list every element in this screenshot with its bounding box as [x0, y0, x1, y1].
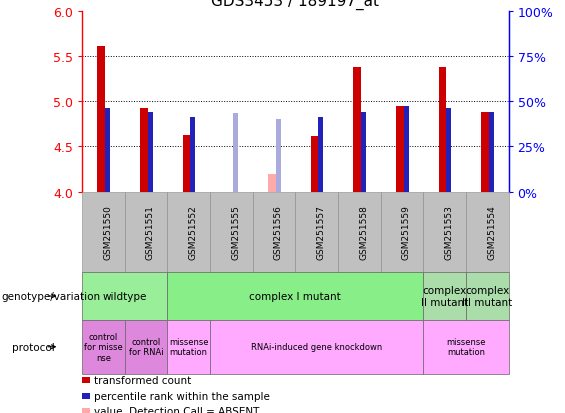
Text: RNAi-induced gene knockdown: RNAi-induced gene knockdown — [251, 342, 382, 351]
Text: control
for misse
nse: control for misse nse — [84, 332, 123, 362]
Text: complex
II mutant: complex II mutant — [421, 285, 468, 307]
Text: GSM251556: GSM251556 — [274, 205, 283, 260]
Bar — [105, 109, 110, 192]
Bar — [353, 68, 361, 192]
Text: GSM251559: GSM251559 — [402, 205, 411, 260]
Text: transformed count: transformed count — [94, 375, 192, 385]
Bar — [268, 175, 276, 192]
Text: GSM251550: GSM251550 — [103, 205, 112, 260]
Text: GSM251557: GSM251557 — [316, 205, 325, 260]
Bar — [481, 113, 489, 192]
Text: GSM251555: GSM251555 — [231, 205, 240, 260]
Text: GSM251554: GSM251554 — [487, 205, 496, 260]
Text: GSM251558: GSM251558 — [359, 205, 368, 260]
Bar — [190, 117, 195, 192]
Text: complex I mutant: complex I mutant — [249, 291, 341, 301]
Text: missense
mutation: missense mutation — [169, 337, 208, 356]
Bar — [396, 107, 403, 192]
Title: GDS3453 / 189197_at: GDS3453 / 189197_at — [211, 0, 379, 9]
Text: complex
III mutant: complex III mutant — [462, 285, 512, 307]
Text: genotype/variation: genotype/variation — [1, 291, 100, 301]
Bar — [147, 113, 153, 192]
Text: GSM251551: GSM251551 — [146, 205, 155, 260]
Text: protocol: protocol — [12, 342, 55, 352]
Bar — [489, 113, 494, 192]
Bar — [182, 135, 190, 192]
Text: value, Detection Call = ABSENT: value, Detection Call = ABSENT — [94, 406, 260, 413]
Bar — [97, 47, 105, 192]
Text: control
for RNAi: control for RNAi — [129, 337, 163, 356]
Bar — [233, 114, 238, 192]
Text: GSM251553: GSM251553 — [445, 205, 454, 260]
Bar — [438, 68, 446, 192]
Text: missense
mutation: missense mutation — [446, 337, 485, 356]
Bar — [318, 117, 323, 192]
Text: wildtype: wildtype — [102, 291, 147, 301]
Bar — [361, 113, 366, 192]
Bar — [140, 109, 147, 192]
Text: GSM251552: GSM251552 — [189, 205, 198, 260]
Text: percentile rank within the sample: percentile rank within the sample — [94, 391, 270, 401]
Bar — [276, 120, 281, 192]
Bar — [403, 107, 408, 192]
Bar — [311, 136, 318, 192]
Bar — [446, 109, 451, 192]
